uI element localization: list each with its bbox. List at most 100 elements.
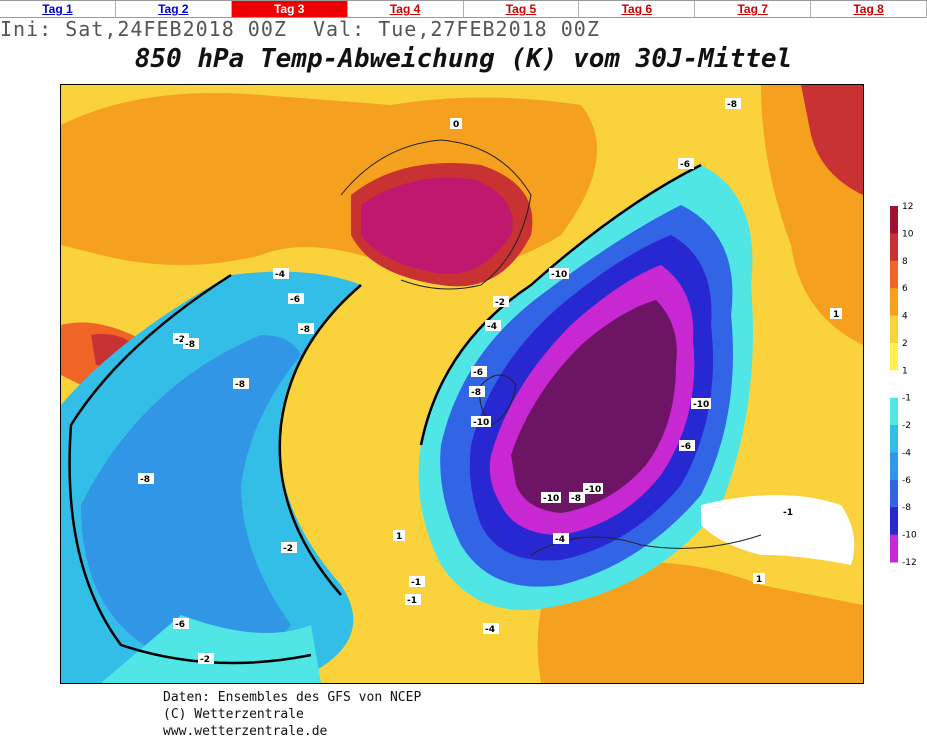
cold-zone-atlantic-core [81, 335, 301, 657]
tab-day-7[interactable]: Tag 7 [695, 1, 812, 17]
cold-edge-atlantic [101, 615, 321, 683]
legend-label: 4 [902, 312, 908, 322]
svg-text:-8: -8 [571, 494, 581, 504]
legend-label: -10 [902, 531, 917, 541]
contour-label: -1 [405, 594, 421, 606]
legend-color-step [890, 288, 898, 317]
legend-color-step [890, 233, 898, 262]
day-tabs: Tag 1 Tag 2 Tag 3 Tag 4 Tag 5 Tag 6 Tag … [0, 0, 927, 18]
contour-label: 0 [450, 118, 462, 130]
legend-color-step [890, 507, 898, 536]
svg-text:-8: -8 [140, 475, 150, 485]
tab-day-5[interactable]: Tag 5 [464, 1, 580, 17]
contour-label: -10 [549, 268, 569, 280]
contour-label: -6 [679, 440, 695, 452]
legend-color-step [890, 260, 898, 289]
svg-text:-6: -6 [175, 620, 185, 630]
svg-text:-10: -10 [473, 418, 489, 428]
svg-text:-8: -8 [235, 380, 245, 390]
svg-text:0: 0 [453, 120, 459, 130]
zero-contour-europe [419, 163, 702, 446]
contour-label: -2 [493, 296, 509, 308]
svg-text:-8: -8 [185, 340, 195, 350]
contour-label: -4 [485, 320, 501, 332]
svg-text:-2: -2 [200, 655, 210, 665]
tab-day-1[interactable]: Tag 1 [0, 1, 116, 17]
legend-color-step [890, 370, 898, 399]
legend-color-step [890, 315, 898, 344]
contour-label: 1 [753, 573, 765, 585]
contour-label: -8 [233, 378, 249, 390]
svg-text:-10: -10 [585, 485, 601, 495]
contour-label: -10 [691, 398, 711, 410]
contour-label: 1 [393, 530, 405, 542]
hot-zone-siberia [801, 85, 863, 195]
hot-zone-greenland-core [361, 177, 513, 274]
svg-text:-4: -4 [487, 322, 497, 332]
neutral-zone-mediterranean [701, 495, 855, 565]
svg-text:-10: -10 [693, 400, 709, 410]
svg-text:-2: -2 [175, 335, 185, 345]
coastline-greenland [340, 139, 532, 290]
svg-text:-10: -10 [551, 270, 567, 280]
contour-label: -2 [281, 542, 297, 554]
legend-color-step [890, 425, 898, 453]
svg-text:-1: -1 [407, 596, 417, 606]
legend-color-step [890, 206, 898, 234]
legend-label: -6 [902, 476, 911, 486]
tab-day-4[interactable]: Tag 4 [348, 1, 464, 17]
cold-zone-europe-core [511, 300, 677, 513]
svg-text:-8: -8 [300, 325, 310, 335]
contour-label: -10 [541, 492, 561, 504]
contour-label: -4 [273, 268, 289, 280]
contour-label: -4 [553, 533, 569, 545]
contour-label: 1 [830, 308, 842, 320]
contour-label: -6 [173, 618, 189, 630]
color-legend: 12 10 8 6 4 2 1 -1 -2 -4 -6 -8 -10 -12 [890, 202, 917, 568]
tab-day-3[interactable]: Tag 3 [231, 1, 348, 17]
svg-text:1: 1 [756, 575, 762, 585]
init-valid-line: Ini: Sat,24FEB2018 00Z Val: Tue,27FEB201… [0, 17, 600, 41]
contour-label: -8 [569, 492, 585, 504]
svg-text:-8: -8 [727, 100, 737, 110]
zero-contour-atlantic [278, 284, 362, 596]
contour-label: -10 [583, 483, 603, 495]
contour-label: -6 [288, 293, 304, 305]
contour-label: -2 [173, 333, 189, 345]
legend-color-step [890, 342, 898, 371]
svg-text:1: 1 [396, 532, 402, 542]
tab-day-8[interactable]: Tag 8 [811, 1, 927, 17]
legend-color-step [890, 479, 898, 508]
warm-zone-africa [537, 562, 863, 683]
contour-label: -4 [483, 623, 499, 635]
contour-label: -2 [198, 653, 214, 665]
legend-label: -2 [902, 421, 911, 431]
legend-color-step [890, 534, 898, 563]
svg-text:-2: -2 [283, 544, 293, 554]
svg-text:-8: -8 [471, 388, 481, 398]
svg-text:-6: -6 [290, 295, 300, 305]
contour-label: -8 [469, 386, 485, 398]
footer-line-url: www.wetterzentrale.de [163, 724, 328, 739]
svg-text:-1: -1 [783, 508, 793, 518]
svg-text:-6: -6 [681, 442, 691, 452]
legend-label: 10 [902, 229, 914, 239]
svg-text:-10: -10 [543, 494, 559, 504]
legend-label: 12 [902, 202, 913, 212]
svg-text:-4: -4 [485, 625, 495, 635]
tab-day-2[interactable]: Tag 2 [116, 1, 232, 17]
legend-label: 8 [902, 257, 908, 267]
legend-color-step [890, 452, 898, 481]
tab-day-6[interactable]: Tag 6 [579, 1, 696, 17]
data-source: Daten: Ensembles des GFS von NCEP (C) We… [163, 689, 421, 740]
footer-line-data: Daten: Ensembles des GFS von NCEP [163, 690, 422, 705]
contour-label: -8 [183, 338, 199, 350]
legend-label: -12 [902, 558, 917, 568]
contour-label: -8 [298, 323, 314, 335]
footer-line-copyright: (C) Wetterzentrale [163, 707, 304, 722]
svg-text:-4: -4 [555, 535, 565, 545]
svg-text:-4: -4 [275, 270, 285, 280]
svg-text:-6: -6 [680, 160, 690, 170]
legend-label: -1 [902, 394, 911, 404]
svg-text:-1: -1 [411, 578, 421, 588]
